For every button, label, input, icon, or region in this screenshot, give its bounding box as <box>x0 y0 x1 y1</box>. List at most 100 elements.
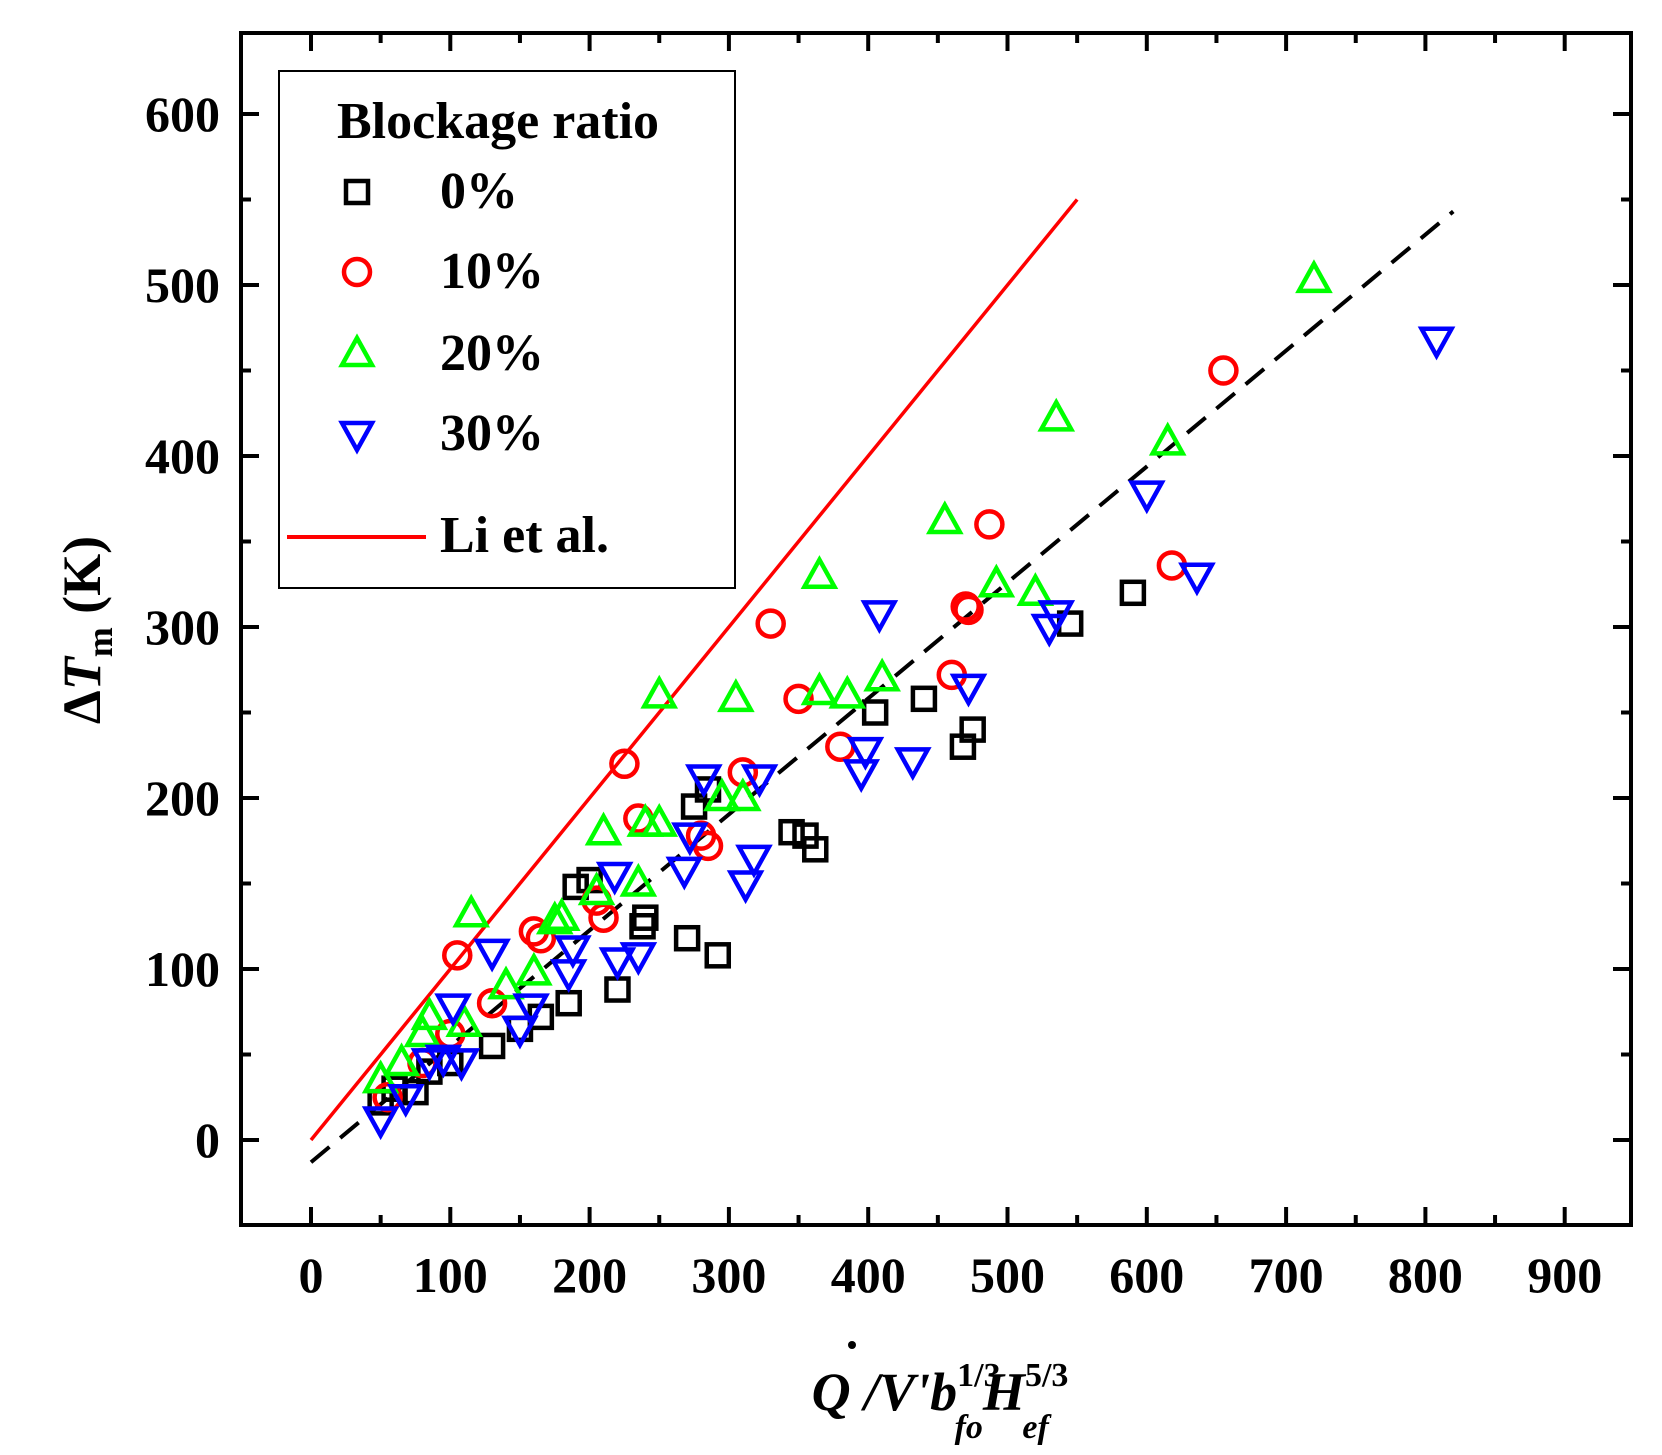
data-point <box>1148 421 1187 456</box>
data-point <box>673 924 701 952</box>
data-point <box>629 913 656 940</box>
data-point <box>735 844 773 879</box>
legend-label: 20% <box>440 325 544 382</box>
series-30pct <box>361 326 1456 1141</box>
data-point <box>361 1106 400 1141</box>
data-point <box>562 873 589 901</box>
data-point <box>861 699 889 726</box>
data-point <box>680 793 708 820</box>
data-point <box>950 591 981 622</box>
data-point <box>1208 355 1239 386</box>
legend-label: 10% <box>440 243 544 300</box>
y-tick-label: 0 <box>195 1112 220 1168</box>
data-point <box>487 965 525 1000</box>
legend-label: Li et al. <box>440 507 609 564</box>
li-et-al-line <box>309 198 1079 1142</box>
data-point <box>604 976 631 1003</box>
legend-label: 0% <box>440 163 518 220</box>
data-point <box>685 764 723 799</box>
data-point <box>577 871 616 906</box>
y-tick-label: 500 <box>145 257 220 313</box>
data-point <box>740 764 779 799</box>
data-point <box>595 861 634 896</box>
x-tick-label: 100 <box>413 1247 488 1303</box>
data-point <box>619 862 658 897</box>
data-point <box>1295 259 1333 294</box>
data-point <box>609 748 640 780</box>
y-tick-label: 100 <box>145 941 220 997</box>
x-tick-label: 500 <box>970 1247 1045 1303</box>
y-tick-label: 200 <box>145 770 220 826</box>
data-point <box>402 1078 429 1106</box>
data-point <box>863 657 901 692</box>
series-20pct <box>361 259 1333 1094</box>
data-point <box>703 777 741 812</box>
x-tick-label: 700 <box>1249 1247 1324 1303</box>
x-tick-label: 600 <box>1109 1247 1184 1303</box>
data-point <box>800 671 839 706</box>
data-point <box>515 951 553 986</box>
data-point <box>1178 562 1216 597</box>
y-tick-label: 400 <box>145 428 220 484</box>
data-point <box>640 803 679 837</box>
data-point <box>800 555 839 589</box>
svg-text:ΔTm (K): ΔTm (K) <box>52 536 120 724</box>
data-points <box>361 259 1456 1141</box>
x-axis-label: Q /V'b1/3 foH5/3 ef <box>812 1341 1069 1446</box>
data-point <box>549 959 588 994</box>
data-point <box>598 947 637 982</box>
data-point <box>778 818 805 846</box>
legend-marker <box>338 333 376 368</box>
data-point <box>665 856 704 891</box>
x-tick-label: 400 <box>831 1247 906 1303</box>
data-point <box>755 608 786 639</box>
data-point <box>478 1032 506 1060</box>
legend-marker <box>341 256 373 288</box>
data-point <box>442 1048 481 1082</box>
data-point <box>1119 579 1147 607</box>
data-point <box>828 674 867 709</box>
data-point <box>802 836 829 863</box>
axis-ticks: 0 100 200 300 400 500 600 700 800 900 0 100 200 300 40… <box>145 33 1631 1303</box>
data-point <box>949 673 988 708</box>
data-point <box>910 685 938 713</box>
data-point <box>671 822 709 857</box>
data-point <box>501 1015 539 1050</box>
data-point <box>1037 397 1076 432</box>
data-point <box>403 1013 442 1048</box>
data-point <box>386 1084 425 1118</box>
data-point <box>783 683 814 715</box>
legend-box <box>278 70 736 589</box>
y-tick-label: 300 <box>145 599 220 655</box>
legend-label: 30% <box>440 405 544 462</box>
fit-line-dashed <box>309 209 1455 1164</box>
x-tick-label: 900 <box>1527 1247 1602 1303</box>
data-point <box>1417 326 1456 361</box>
data-point <box>361 1059 400 1094</box>
data-point <box>535 900 574 935</box>
data-point <box>974 509 1005 540</box>
data-point <box>452 893 491 928</box>
data-point <box>445 1003 484 1037</box>
data-point <box>434 993 472 1028</box>
data-point <box>640 674 679 709</box>
data-point <box>442 940 473 971</box>
y-axis-label: ΔTm (K) <box>52 536 120 724</box>
data-point <box>925 500 964 535</box>
x-tick-label: 300 <box>691 1247 766 1303</box>
legend-marker <box>338 420 376 455</box>
data-point <box>1016 572 1055 607</box>
data-point <box>476 987 508 1019</box>
x-tick-label: 0 <box>299 1247 324 1303</box>
data-point <box>724 777 762 812</box>
data-point <box>953 594 984 626</box>
data-point <box>632 904 659 931</box>
data-point <box>410 996 449 1031</box>
legend: Blockage ratio 0% 10% 20% 30% Li et al. <box>278 70 736 589</box>
data-point <box>704 942 732 969</box>
data-point <box>726 870 765 905</box>
data-point <box>842 759 881 793</box>
legend-title: Blockage ratio <box>337 93 659 150</box>
